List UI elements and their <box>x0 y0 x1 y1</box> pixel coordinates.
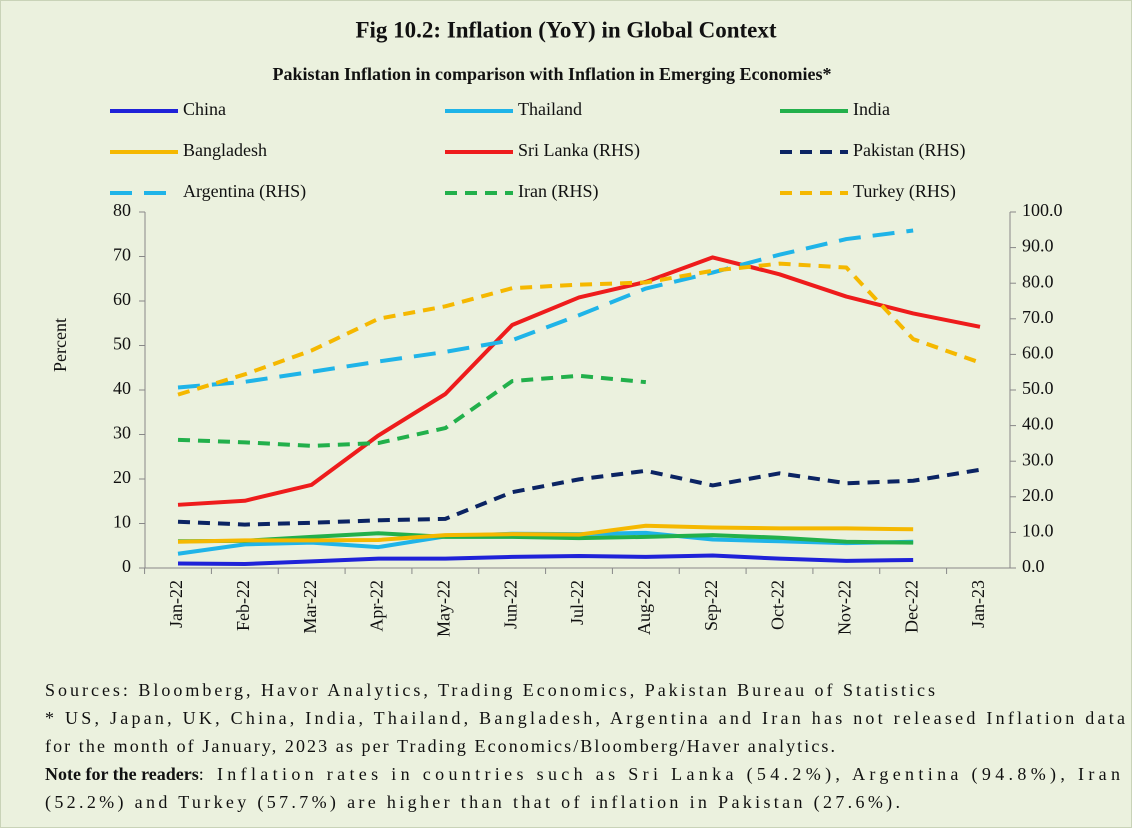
series-line <box>177 261 981 397</box>
series-line <box>177 531 914 545</box>
legend-label: Pakistan (RHS) <box>853 140 966 161</box>
series-line <box>177 523 914 544</box>
x-tick-label: Jun-22 <box>500 580 520 629</box>
legend-label: Argentina (RHS) <box>183 181 306 202</box>
y-tick-label: 0 <box>122 556 131 576</box>
y-tick-label: 40 <box>113 378 131 398</box>
y2-tick-label: 40.0 <box>1022 414 1054 434</box>
y-tick-label: 70 <box>113 245 131 265</box>
x-tick-label: Jan-22 <box>166 580 186 628</box>
y2-tick-label: 80.0 <box>1022 271 1054 291</box>
y2-tick-label: 20.0 <box>1022 485 1054 505</box>
y2-tick-label: 30.0 <box>1022 449 1054 469</box>
y-tick-label: 30 <box>113 423 131 443</box>
y2-tick-label: 10.0 <box>1022 521 1054 541</box>
legend-label: China <box>183 99 226 119</box>
source-text: * US, Japan, UK, China, India, Thailand,… <box>45 708 1125 728</box>
series-line <box>177 467 981 527</box>
y-tick-label: 10 <box>113 512 131 532</box>
legend-label: Bangladesh <box>183 140 267 160</box>
legend-label: Sri Lanka (RHS) <box>518 140 640 161</box>
y2-tick-label: 70.0 <box>1022 307 1054 327</box>
x-tick-label: Oct-22 <box>768 580 788 630</box>
source-text: for the month of January, 2023 as per Tr… <box>45 736 835 756</box>
legend-label: Thailand <box>518 99 582 119</box>
y-tick-label: 20 <box>113 467 131 487</box>
chart-title: Fig 10.2: Inflation (YoY) in Global Cont… <box>355 17 776 42</box>
y2-tick-label: 50.0 <box>1022 378 1054 398</box>
x-tick-label: Feb-22 <box>233 580 253 631</box>
x-tick-label: Sep-22 <box>701 580 721 631</box>
series-line <box>177 373 647 448</box>
y-tick-label: 80 <box>113 200 131 220</box>
x-tick-label: Aug-22 <box>634 580 654 635</box>
y-tick-label: 60 <box>113 289 131 309</box>
x-tick-label: Mar-22 <box>300 580 320 634</box>
y2-tick-label: 90.0 <box>1022 236 1054 256</box>
legend-label: Iran (RHS) <box>518 181 598 202</box>
x-tick-label: Jul-22 <box>567 580 587 625</box>
x-tick-label: Dec-22 <box>901 580 921 633</box>
legend-label: Turkey (RHS) <box>853 181 956 202</box>
x-tick-label: Apr-22 <box>367 580 387 632</box>
y2-tick-label: 60.0 <box>1022 343 1054 363</box>
y2-tick-label: 0.0 <box>1022 556 1045 576</box>
x-tick-label: May-22 <box>433 580 453 637</box>
series-line <box>177 228 914 390</box>
y-axis-label: Percent <box>50 318 70 372</box>
series-line <box>177 553 914 566</box>
x-tick-label: Nov-22 <box>834 580 854 635</box>
legend-label: India <box>853 99 890 119</box>
note-label: Note for the readers <box>45 764 199 784</box>
x-tick-label: Jan-23 <box>968 580 988 628</box>
series-line <box>177 255 981 507</box>
chart-subtitle: Pakistan Inflation in comparison with In… <box>272 64 831 84</box>
y-tick-label: 50 <box>113 334 131 354</box>
y2-tick-label: 100.0 <box>1022 200 1063 220</box>
